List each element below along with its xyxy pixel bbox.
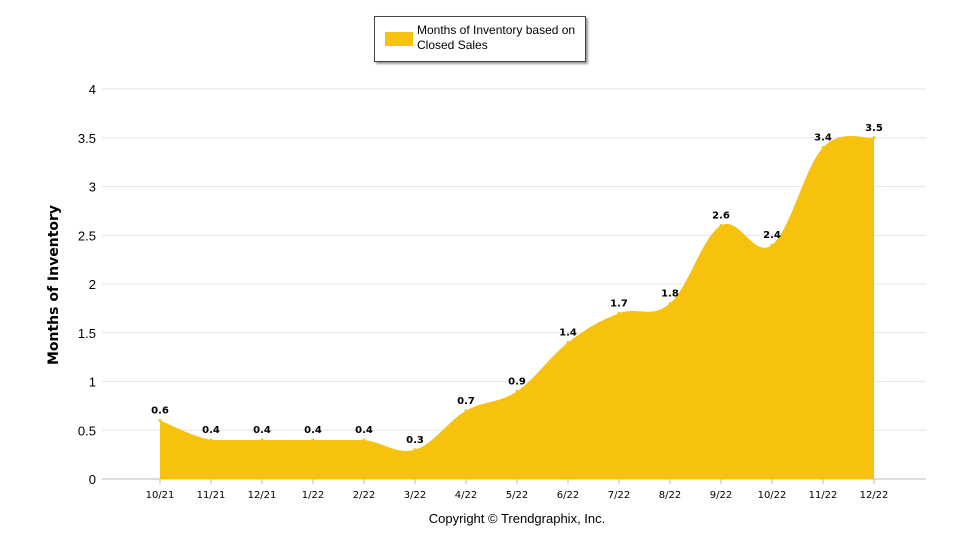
data-label: 0.6 (151, 406, 169, 417)
x-tick-label: 11/22 (809, 490, 838, 501)
x-tick-label: 11/21 (197, 490, 226, 501)
data-label: 0.3 (406, 435, 424, 446)
y-tick-label: 4 (89, 82, 96, 97)
legend: Months of Inventory based on Closed Sale… (374, 16, 586, 62)
copyright-text: Copyright © Trendgraphix, Inc. (428, 511, 606, 526)
x-tick-label: 3/22 (404, 490, 426, 501)
x-tick-label: 12/22 (860, 490, 889, 501)
x-tick-label: 8/22 (659, 490, 681, 501)
data-point (617, 311, 621, 315)
data-point (668, 302, 672, 305)
data-point (158, 419, 162, 422)
data-point (719, 224, 723, 227)
x-tick-label: 12/21 (248, 490, 277, 501)
x-tick-label: 7/22 (608, 490, 630, 501)
x-tick-label: 10/22 (758, 490, 787, 501)
data-label: 3.4 (814, 133, 832, 144)
data-label: 1.4 (559, 328, 577, 339)
data-labels: 0.6 0.4 0.4 0.4 0.4 0.3 0.7 0.9 1.4 1.7 1.8 2.6 2.4 3… (151, 123, 883, 452)
legend-label: Months of Inventory based on Closed Sale… (417, 23, 576, 52)
data-point (311, 438, 315, 442)
data-point (362, 438, 366, 442)
x-tick-label: 9/22 (710, 490, 732, 501)
data-point (872, 136, 876, 140)
data-label: 0.4 (355, 425, 373, 436)
y-tick-label: 2 (89, 277, 96, 292)
x-tick-label: 6/22 (557, 490, 579, 501)
data-label: 0.4 (202, 425, 220, 436)
data-point (209, 438, 213, 442)
data-label: 1.7 (610, 298, 628, 309)
data-point (566, 341, 570, 344)
y-tick-label: 1 (89, 375, 96, 390)
x-tick-label: 10/21 (146, 490, 175, 501)
area-series (160, 136, 874, 480)
x-tick-label: 2/22 (353, 490, 375, 501)
y-tick-label: 0.5 (78, 423, 96, 438)
area-fill (160, 136, 874, 480)
y-axis-ticks: 0 0.5 1 1.5 2 2.5 3 3.5 4 (78, 82, 96, 487)
data-label: 2.4 (763, 230, 781, 241)
y-axis-label: Months of Inventory (46, 204, 62, 366)
y-tick-label: 0 (89, 472, 96, 487)
data-point (770, 243, 774, 247)
data-label: 1.8 (661, 289, 679, 300)
y-tick-label: 1.5 (78, 326, 96, 341)
data-label: 3.5 (865, 123, 883, 134)
x-tick-label: 5/22 (506, 490, 528, 501)
legend-swatch (385, 32, 413, 46)
y-tick-label: 3.5 (78, 131, 96, 146)
data-point (821, 146, 825, 149)
data-label: 0.4 (304, 425, 322, 436)
y-tick-label: 3 (89, 180, 96, 195)
data-label: 0.4 (253, 425, 271, 436)
x-tick-label: 1/22 (302, 490, 324, 501)
data-point (260, 438, 264, 442)
data-label: 0.9 (508, 376, 526, 387)
data-label: 2.6 (712, 211, 730, 222)
data-point (464, 409, 468, 413)
x-axis-ticks: 10/21 11/21 12/21 1/22 2/22 3/22 4/22 5/22 6/22 7… (146, 479, 889, 501)
y-tick-label: 2.5 (78, 228, 96, 243)
grid-lines (102, 88, 926, 480)
data-point (413, 448, 417, 452)
data-point (515, 389, 519, 393)
x-tick-label: 4/22 (455, 490, 477, 501)
data-label: 0.7 (457, 396, 475, 407)
